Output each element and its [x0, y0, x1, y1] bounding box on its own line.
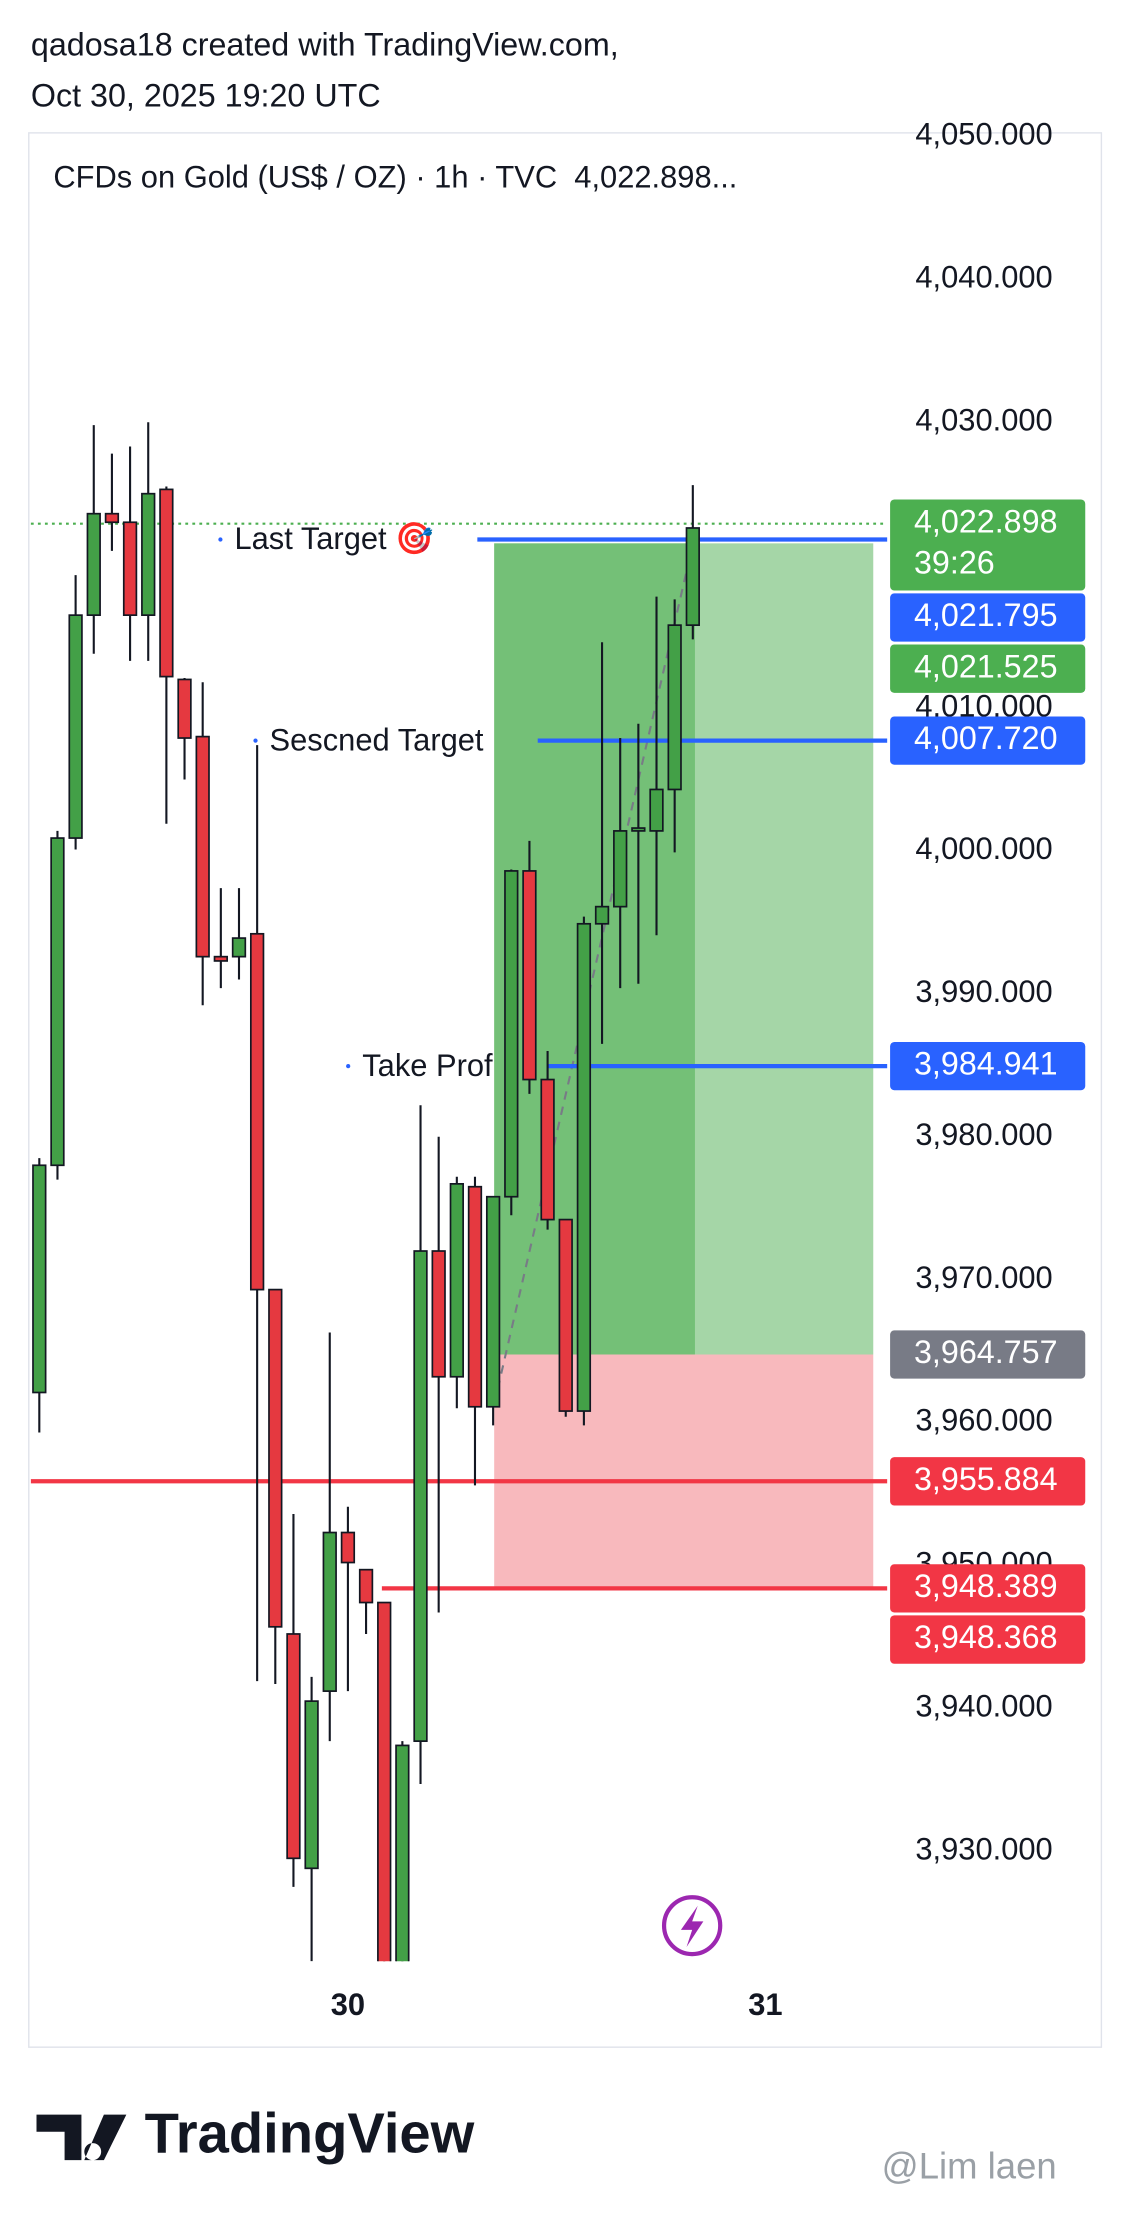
price-badge-label: 3,948.368 — [914, 1619, 1058, 1655]
annotation-dot — [218, 537, 223, 542]
price-badge: 4,021.795 — [890, 593, 1086, 642]
candle-body — [558, 1218, 573, 1412]
candle-body — [576, 922, 592, 1412]
price-badge-label: 4,007.720 — [914, 720, 1058, 756]
candle-body — [286, 1633, 301, 1860]
price-badge-bg — [890, 644, 1086, 693]
candle-body — [141, 492, 156, 616]
candle-body — [413, 1250, 428, 1742]
annotation: Sescned Target — [270, 722, 484, 757]
header-line: qadosa18 created with TradingView.com, — [31, 26, 619, 62]
candle-body — [32, 1164, 47, 1394]
candle-body — [449, 1183, 464, 1378]
header-line: Oct 30, 2025 19:20 UTC — [31, 78, 381, 114]
y-tick-label: 3,960.000 — [915, 1403, 1052, 1438]
y-tick-label: 3,930.000 — [915, 1831, 1052, 1866]
candle-body — [613, 830, 628, 908]
alert-icon[interactable] — [661, 1895, 723, 1957]
price-badge: 3,948.368 — [890, 1615, 1086, 1664]
candle-body — [86, 512, 101, 616]
candle-body — [594, 905, 610, 925]
candle-body — [431, 1250, 446, 1378]
candle-body — [340, 1531, 356, 1564]
candle-body — [485, 1195, 501, 1408]
candle-body — [504, 870, 519, 1198]
position-loss-zone — [494, 1354, 874, 1589]
price-badge-label: 3,955.884 — [914, 1461, 1058, 1497]
price-badge-countdown: 39:26 — [914, 544, 995, 580]
candle-body — [213, 955, 229, 962]
y-tick-label: 4,050.000 — [915, 117, 1052, 152]
price-badge-bg — [890, 1564, 1086, 1613]
price-badge: 4,007.720 — [890, 716, 1086, 765]
candle-body — [685, 527, 700, 626]
candle-body — [68, 614, 83, 839]
candle-body — [122, 521, 138, 616]
price-badge: 4,021.525 — [890, 644, 1086, 693]
plot-area — [30, 422, 888, 1962]
price-badge-bg — [890, 1615, 1086, 1664]
x-tick-label: 31 — [748, 1987, 782, 2022]
candle-body — [522, 870, 537, 1081]
price-badge-label: 4,021.525 — [914, 648, 1058, 684]
candle-body — [358, 1568, 374, 1604]
candle-body — [304, 1700, 319, 1870]
chart-legend: CFDs on Gold (US$ / OZ) · 1h · TVC 4,022… — [53, 159, 737, 194]
price-badge-bg — [890, 1457, 1086, 1506]
price-badge: 3,948.389 — [890, 1564, 1086, 1613]
price-badge-label: 4,022.898 — [914, 503, 1058, 539]
y-tick-label: 3,970.000 — [915, 1260, 1052, 1295]
price-badge: 3,964.757 — [890, 1330, 1086, 1379]
watermark: @Lim laen — [882, 2145, 1057, 2186]
annotation-dot — [253, 738, 258, 743]
price-badge-bg — [890, 499, 1086, 591]
candle-body — [322, 1531, 337, 1692]
annotation-dot — [346, 1063, 351, 1069]
price-badge-label: 3,964.757 — [914, 1334, 1058, 1370]
candle-body — [649, 788, 664, 832]
y-tick-label: 3,980.000 — [915, 1117, 1052, 1152]
price-badge-bg — [890, 1330, 1086, 1379]
price-badge-label: 3,984.941 — [914, 1046, 1058, 1082]
logo: TradingView — [36, 2101, 476, 2165]
price-badge-bg — [890, 1041, 1086, 1091]
price-badge-label: 3,948.389 — [914, 1568, 1058, 1604]
candle-body — [231, 937, 247, 958]
y-tick-label: 3,990.000 — [915, 974, 1052, 1009]
annotation: Last Target 🎯 — [234, 521, 433, 556]
candle-body — [631, 827, 646, 832]
price-badge: 4,022.898 39:26 — [890, 499, 1086, 591]
candle-body — [104, 512, 120, 524]
candle-body — [195, 735, 210, 958]
candle-body — [667, 624, 682, 791]
candle-body — [50, 837, 65, 1167]
position-path — [493, 546, 694, 1405]
logo-text: TradingView — [145, 2101, 476, 2164]
price-badge: 3,984.941 — [890, 1041, 1086, 1091]
y-tick-label: 4,000.000 — [915, 831, 1052, 866]
price-badge-label: 4,021.795 — [914, 597, 1058, 633]
candle-body — [249, 932, 265, 1291]
candle-body — [467, 1185, 483, 1408]
time-axis: 30 31 — [331, 1987, 783, 2022]
candle-body — [268, 1288, 283, 1628]
price-badge-bg — [890, 716, 1086, 765]
candle-body — [377, 1601, 392, 1962]
candle-body — [159, 488, 174, 678]
candle-body — [395, 1744, 410, 1962]
candle-body — [177, 678, 192, 739]
price-badge: 3,955.884 — [890, 1457, 1086, 1506]
candle-body — [540, 1078, 555, 1221]
y-tick-label: 3,940.000 — [915, 1688, 1052, 1723]
price-badge-bg — [890, 593, 1086, 642]
annotation: Take Prof — [362, 1048, 493, 1083]
y-tick-label: 4,030.000 — [915, 402, 1052, 437]
y-tick-label: 4,040.000 — [915, 259, 1052, 294]
x-tick-label: 30 — [331, 1987, 365, 2022]
